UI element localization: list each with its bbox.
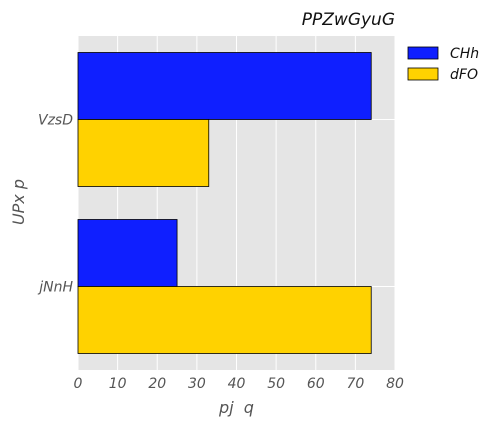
bar-CHh-jNnH [77, 219, 178, 287]
x-tick-label: 80 [386, 376, 404, 392]
plot-area [77, 36, 396, 370]
y-axis-label: UPx p [9, 179, 28, 225]
legend-label: dFO [450, 67, 478, 83]
x-axis-label: pj q [218, 398, 254, 417]
bar-CHh-VzsD [77, 52, 372, 120]
x-tick-label: 60 [307, 376, 325, 392]
x-tick-label: 30 [188, 376, 206, 392]
bar-dFO-jNnH [77, 286, 372, 354]
legend-label: CHh [450, 46, 479, 62]
x-tick-label: 10 [109, 376, 127, 392]
chart-title: PPZwGyuG [302, 10, 395, 30]
x-tick-label: 0 [74, 376, 83, 392]
x-tick-label: 20 [148, 376, 166, 392]
x-tick-label: 70 [346, 376, 364, 392]
x-tick-label: 40 [228, 376, 246, 392]
legend-swatch-CHh [407, 46, 439, 60]
y-tick-label: jNnH [37, 280, 73, 296]
x-tick-label: 50 [267, 376, 285, 392]
legend-swatch-dFO [407, 67, 439, 81]
bar-dFO-VzsD [77, 119, 210, 187]
legend: CHh dFO [407, 46, 479, 83]
y-tick-label: VzsD [38, 113, 73, 129]
